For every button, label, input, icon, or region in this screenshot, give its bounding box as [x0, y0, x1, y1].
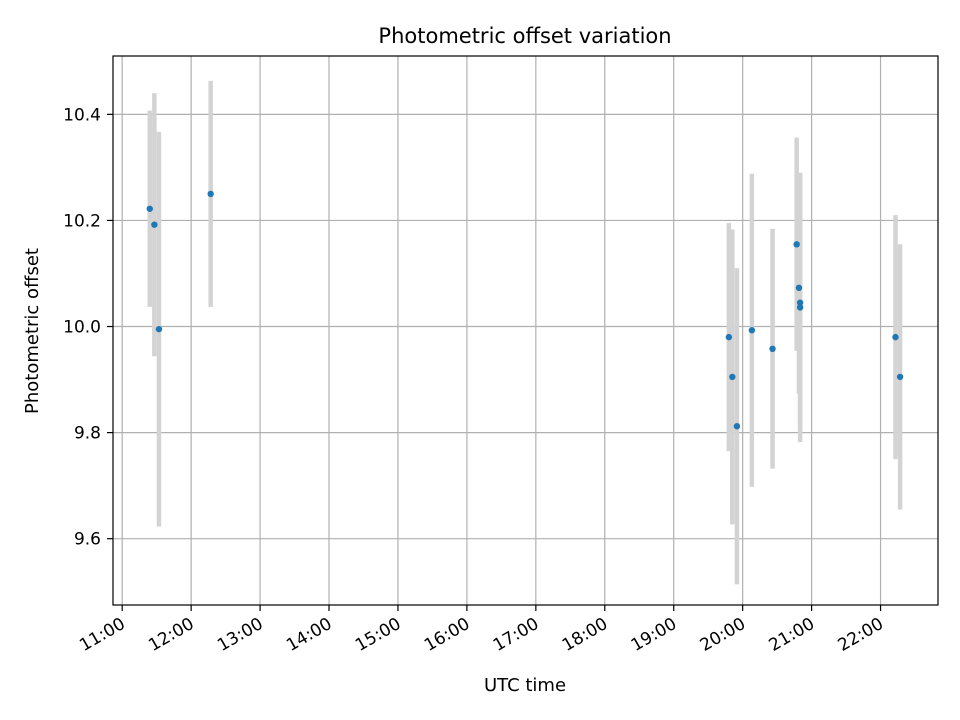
- y-axis-ticks: 9.6 9.8 10.0 10.2 10.4: [63, 105, 113, 550]
- y-tick-label: 9.8: [74, 424, 101, 444]
- data-point: [151, 221, 158, 228]
- data-point: [769, 345, 776, 352]
- plot-area: [113, 56, 938, 605]
- data-point: [146, 205, 153, 212]
- y-axis-label: Photometric offset: [22, 248, 43, 414]
- data-point: [729, 373, 736, 381]
- data-point: [748, 327, 756, 334]
- data-point: [733, 423, 741, 430]
- data-point: [207, 190, 214, 198]
- data-point: [892, 333, 899, 341]
- data-points: [146, 190, 904, 430]
- grid: [113, 56, 938, 605]
- y-tick-label: 10.4: [63, 105, 101, 125]
- chart-title: Photometric offset variation: [378, 24, 671, 48]
- data-point: [155, 325, 163, 333]
- x-axis-label: UTC time: [484, 675, 566, 696]
- data-point: [796, 299, 804, 306]
- y-tick-label: 10.2: [63, 211, 101, 231]
- data-point: [793, 241, 800, 248]
- y-tick-label: 10.0: [63, 318, 101, 338]
- data-point: [896, 373, 904, 381]
- plot-frame: [112, 55, 939, 606]
- data-point: [796, 304, 804, 311]
- data-point: [795, 284, 803, 291]
- y-tick-label: 9.6: [74, 530, 101, 550]
- data-point: [725, 333, 733, 341]
